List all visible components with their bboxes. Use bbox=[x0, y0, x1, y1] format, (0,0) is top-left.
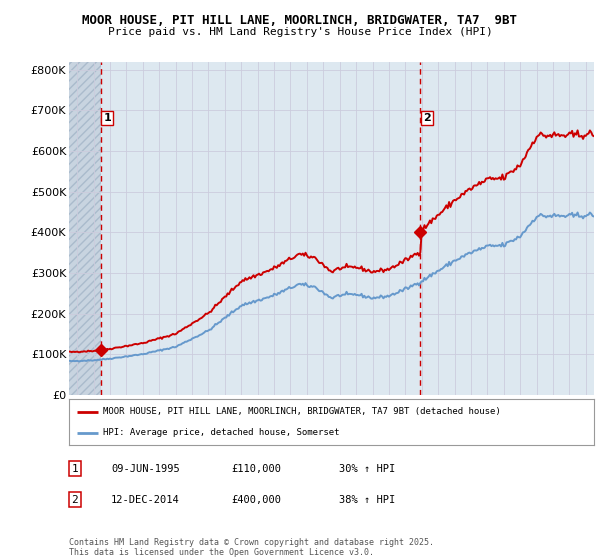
Text: 2: 2 bbox=[423, 113, 431, 123]
Text: 2: 2 bbox=[71, 494, 79, 505]
Bar bbox=[101, 62, 594, 395]
Text: 30% ↑ HPI: 30% ↑ HPI bbox=[339, 464, 395, 474]
Text: HPI: Average price, detached house, Somerset: HPI: Average price, detached house, Some… bbox=[103, 428, 340, 437]
Text: 12-DEC-2014: 12-DEC-2014 bbox=[111, 494, 180, 505]
Text: Contains HM Land Registry data © Crown copyright and database right 2025.
This d: Contains HM Land Registry data © Crown c… bbox=[69, 538, 434, 557]
Text: 09-JUN-1995: 09-JUN-1995 bbox=[111, 464, 180, 474]
Text: £110,000: £110,000 bbox=[231, 464, 281, 474]
Text: Price paid vs. HM Land Registry's House Price Index (HPI): Price paid vs. HM Land Registry's House … bbox=[107, 27, 493, 37]
Bar bbox=[69, 62, 101, 395]
Text: 1: 1 bbox=[104, 113, 111, 123]
Text: MOOR HOUSE, PIT HILL LANE, MOORLINCH, BRIDGWATER, TA7  9BT: MOOR HOUSE, PIT HILL LANE, MOORLINCH, BR… bbox=[83, 14, 517, 27]
Text: 1: 1 bbox=[71, 464, 79, 474]
Text: 38% ↑ HPI: 38% ↑ HPI bbox=[339, 494, 395, 505]
Text: £400,000: £400,000 bbox=[231, 494, 281, 505]
Text: MOOR HOUSE, PIT HILL LANE, MOORLINCH, BRIDGWATER, TA7 9BT (detached house): MOOR HOUSE, PIT HILL LANE, MOORLINCH, BR… bbox=[103, 407, 501, 416]
